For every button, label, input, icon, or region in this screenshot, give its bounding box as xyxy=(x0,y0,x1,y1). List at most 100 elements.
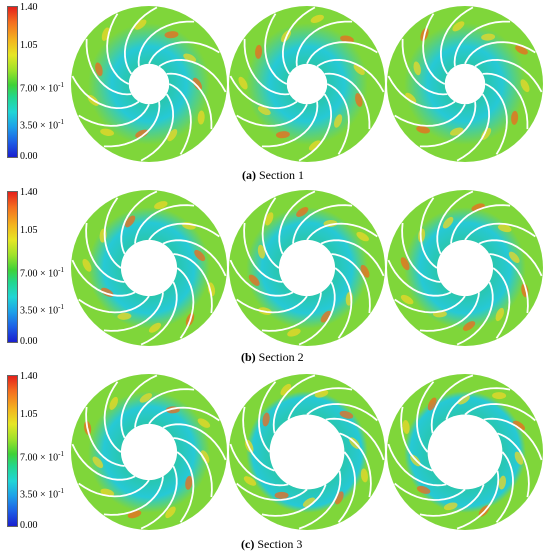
blade xyxy=(394,103,466,127)
blade xyxy=(106,13,130,85)
contour-patch xyxy=(296,207,309,217)
contour-patch xyxy=(416,485,431,494)
blade xyxy=(419,101,477,148)
contour-patch xyxy=(134,19,147,30)
colorbar-tick-035: 3.50 × 10-1 xyxy=(20,118,64,132)
blade xyxy=(464,222,536,241)
contour-patch xyxy=(302,497,316,508)
contour-patch xyxy=(192,77,203,91)
blade xyxy=(325,417,385,461)
blade xyxy=(497,432,530,498)
impeller-contour-b3 xyxy=(387,190,543,346)
hub xyxy=(278,239,336,297)
blade xyxy=(456,281,494,346)
colorbar-tick-max: 1.40 xyxy=(20,187,38,198)
contour-patch xyxy=(164,31,179,39)
contour-patch xyxy=(308,140,321,151)
blade xyxy=(229,259,294,297)
blade xyxy=(103,292,164,332)
contour-patch xyxy=(287,328,301,337)
blade xyxy=(120,190,158,255)
blade xyxy=(134,388,195,428)
caption-section-1: (a) Section 1 xyxy=(242,168,304,182)
blade xyxy=(261,101,319,148)
blade xyxy=(483,417,543,461)
blade xyxy=(85,406,125,467)
contour-patch xyxy=(248,274,260,286)
blade xyxy=(243,38,290,96)
blade xyxy=(162,423,227,461)
blade xyxy=(292,204,353,244)
blade xyxy=(445,387,511,420)
panel-section-2: 1.40 1.05 7.00 × 10-1 3.50 × 10-1 0.00 (… xyxy=(0,185,550,369)
blade xyxy=(430,374,474,434)
blade xyxy=(166,72,213,130)
blade xyxy=(229,75,298,110)
contour-patch xyxy=(457,395,470,405)
contour-patch xyxy=(92,456,104,469)
contour-patch xyxy=(355,93,363,107)
contour-patch xyxy=(462,321,476,331)
contour-patch xyxy=(255,44,263,59)
blade xyxy=(320,239,385,277)
contour-patch xyxy=(356,231,369,242)
impeller-contour-c2 xyxy=(229,374,385,530)
blade xyxy=(401,222,441,283)
blade xyxy=(419,484,485,517)
blade xyxy=(306,403,378,422)
panel-section-3: 1.40 1.05 7.00 × 10-1 3.50 × 10-1 0.00 (… xyxy=(0,368,550,554)
blade xyxy=(162,239,227,277)
contour-patch xyxy=(139,393,153,403)
impeller-contour-a1 xyxy=(71,6,227,162)
blade xyxy=(168,83,192,155)
contour-patch xyxy=(443,502,458,511)
blade xyxy=(103,476,164,516)
blade xyxy=(298,93,333,162)
blade xyxy=(134,204,195,244)
blade xyxy=(158,58,227,93)
blade xyxy=(450,204,511,244)
contour-patch xyxy=(497,224,512,233)
caption-section-2: (b) Section 2 xyxy=(241,350,304,364)
colorbar-tick-070: 7.00 × 10-1 xyxy=(20,81,64,95)
contour-patch xyxy=(310,14,324,24)
impeller-contour-a2 xyxy=(229,6,385,162)
blade xyxy=(236,295,308,314)
blade xyxy=(324,72,371,130)
colorbar-tick-035: 3.50 × 10-1 xyxy=(20,487,64,501)
contour-patch xyxy=(442,216,454,229)
contour-patch xyxy=(148,322,162,333)
contour-patch xyxy=(515,45,528,55)
blade xyxy=(173,253,213,314)
blade xyxy=(287,387,353,420)
contour-patch xyxy=(274,491,289,499)
blade xyxy=(148,406,220,425)
blade xyxy=(394,295,466,314)
colorbar-tick-105: 1.05 xyxy=(20,225,38,236)
blade xyxy=(484,83,508,155)
blade xyxy=(474,58,543,93)
colorbar-tick-070: 7.00 × 10-1 xyxy=(20,266,64,280)
contour-patch xyxy=(109,396,118,410)
blade xyxy=(416,381,435,453)
contour-patch xyxy=(238,76,248,90)
contour-patch xyxy=(400,257,410,271)
blade xyxy=(439,6,474,75)
blade xyxy=(489,253,529,314)
blade xyxy=(295,20,353,67)
colorbar-tick-035: 3.50 × 10-1 xyxy=(20,303,64,317)
blade xyxy=(123,6,158,75)
hub xyxy=(269,414,345,490)
contour-patch xyxy=(100,128,115,136)
blade xyxy=(419,292,480,332)
blade xyxy=(261,292,322,332)
contour-patch xyxy=(135,129,149,138)
blade xyxy=(482,72,529,130)
blade xyxy=(258,381,277,453)
contour-patch xyxy=(243,476,257,486)
contour-patch xyxy=(512,420,526,431)
blade xyxy=(148,41,220,65)
blade xyxy=(400,406,433,472)
blade xyxy=(137,20,195,67)
blade xyxy=(281,6,316,75)
